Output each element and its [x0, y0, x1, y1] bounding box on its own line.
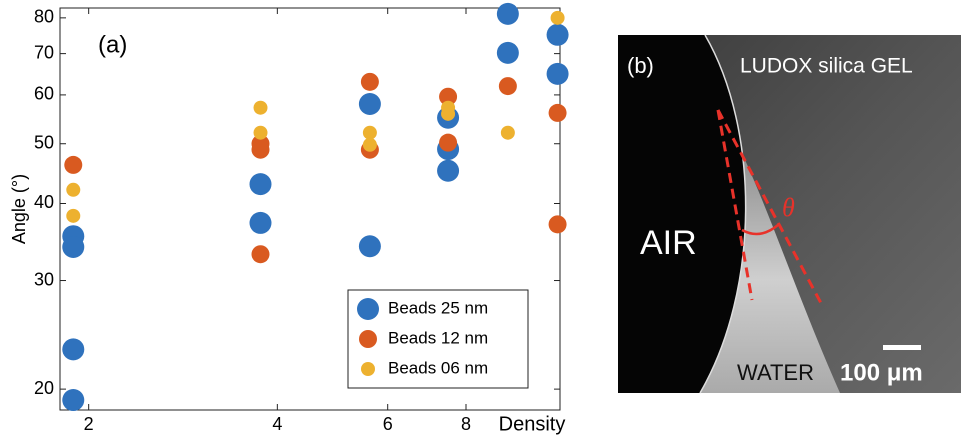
legend-label: Beads 06 nm [388, 358, 488, 377]
point [439, 133, 458, 152]
point [500, 125, 515, 140]
point [249, 211, 272, 234]
y-tick-label: 20 [34, 378, 54, 398]
air-region [618, 35, 746, 393]
point [251, 140, 270, 159]
point [548, 215, 567, 234]
point [64, 155, 83, 174]
angle-label: θ [782, 193, 795, 222]
point [496, 2, 519, 25]
point [358, 92, 381, 115]
angle-arc [741, 224, 779, 236]
point [66, 182, 81, 197]
material-label: LUDOX silica GEL [740, 55, 913, 78]
point [358, 235, 381, 258]
point [546, 23, 569, 46]
interface [699, 34, 747, 394]
tangent-gel [716, 109, 824, 306]
point [251, 245, 270, 264]
panel-label: (b) [627, 53, 654, 78]
point [360, 72, 379, 91]
scale-bar [883, 345, 921, 350]
y-tick-label: 50 [34, 132, 54, 152]
water-label: WATER [737, 360, 814, 385]
point [496, 41, 519, 64]
point [548, 103, 567, 122]
y-tick-label: 70 [34, 42, 54, 62]
point [362, 125, 377, 140]
scale-label: 100 μm [840, 359, 923, 386]
y-tick-label: 80 [34, 7, 54, 27]
point [66, 208, 81, 223]
point [362, 137, 377, 152]
point [249, 173, 272, 196]
legend-marker [359, 330, 377, 348]
y-tick-label: 30 [34, 269, 54, 289]
micrograph: (b) LUDOX silica GEL AIR θ WATER 100 μm [618, 34, 961, 394]
legend-marker [361, 362, 375, 376]
air-label: AIR [640, 224, 697, 262]
x-axis-label: Density [499, 413, 566, 435]
legend-marker [357, 298, 379, 320]
x-tick-label: 2 [84, 414, 94, 434]
point [62, 236, 85, 259]
y-axis-label: Angle (°) [9, 174, 29, 244]
x-tick-label: 6 [383, 414, 393, 434]
point [441, 106, 456, 121]
point [546, 62, 569, 85]
point [439, 87, 458, 106]
plot-frame [59, 7, 561, 411]
y-tick-label: 40 [34, 192, 54, 212]
point [253, 125, 268, 140]
point [498, 77, 517, 96]
point [62, 338, 85, 361]
panel-label: (a) [98, 31, 127, 58]
tangent-water [716, 109, 754, 301]
x-tick-label: 4 [272, 414, 282, 434]
y-tick-label: 60 [34, 84, 54, 104]
point [62, 389, 85, 412]
point [253, 100, 268, 115]
point [437, 159, 460, 182]
legend-label: Beads 25 nm [388, 298, 488, 317]
legend-label: Beads 12 nm [388, 328, 488, 347]
point [550, 10, 565, 25]
x-tick-label: 8 [461, 414, 471, 434]
